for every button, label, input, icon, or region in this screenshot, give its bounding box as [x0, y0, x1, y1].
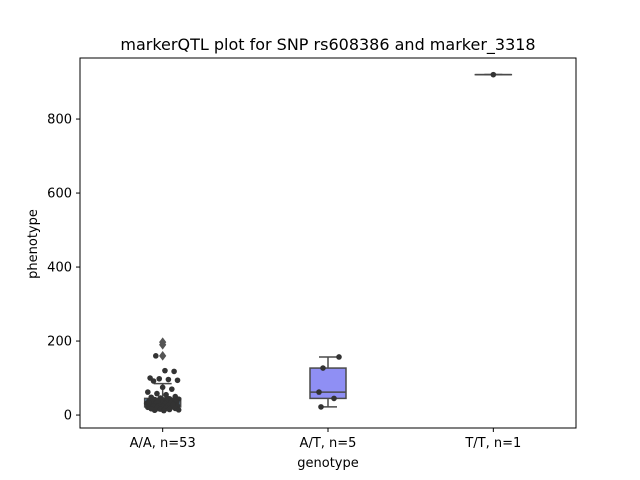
x-axis-label: genotype	[297, 456, 358, 471]
data-point	[165, 376, 172, 383]
data-point	[153, 353, 159, 359]
y-tick-label: 600	[47, 187, 72, 202]
y-tick-label: 400	[47, 261, 72, 276]
data-point	[316, 389, 322, 395]
data-point	[331, 395, 337, 402]
data-point	[151, 407, 158, 414]
outlier-marker	[159, 351, 167, 361]
x-tick-label: T/T, n=1	[464, 436, 521, 451]
y-tick-label: 0	[64, 409, 72, 424]
box-group	[309, 356, 347, 408]
data-point	[169, 386, 175, 392]
data-point	[154, 390, 160, 397]
data-point	[162, 367, 168, 374]
y-tick-label: 200	[47, 335, 72, 350]
data-point	[159, 384, 166, 391]
data-point	[175, 407, 182, 413]
data-point	[174, 377, 181, 384]
data-point	[155, 397, 161, 404]
data-point	[318, 404, 324, 410]
data-point	[336, 354, 342, 360]
box	[309, 367, 347, 400]
data-point	[170, 401, 176, 408]
data-point	[166, 406, 173, 413]
outlier-marker	[159, 337, 167, 347]
data-point	[161, 407, 167, 414]
data-point	[146, 399, 152, 406]
data-point	[145, 389, 151, 395]
data-point	[490, 71, 497, 78]
plot-area	[143, 71, 513, 414]
data-point	[164, 395, 171, 402]
chart-title: markerQTL plot for SNP rs608386 and mark…	[120, 35, 535, 55]
y-tick-label: 800	[47, 113, 72, 128]
data-point	[171, 368, 177, 375]
y-axis-label: phenotype	[26, 209, 41, 279]
x-tick-label: A/A, n=53	[130, 436, 196, 451]
data-point	[320, 365, 326, 371]
data-point	[150, 378, 157, 384]
data-point	[156, 375, 163, 382]
x-tick-label: A/T, n=5	[300, 436, 357, 451]
